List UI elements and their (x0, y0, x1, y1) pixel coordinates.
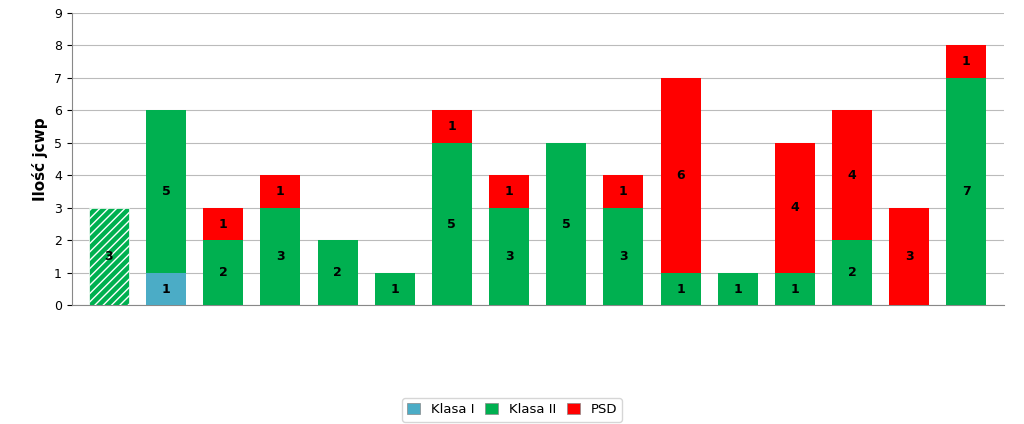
Bar (603, 208, 643, 305)
Text: 1: 1 (962, 55, 971, 68)
Bar (833, 110, 872, 240)
Text: 7: 7 (962, 185, 971, 198)
Text: 2: 2 (219, 266, 227, 279)
Text: 5: 5 (562, 218, 570, 231)
Text: 5: 5 (447, 218, 457, 231)
Legend: Klasa I, Klasa II, PSD: Klasa I, Klasa II, PSD (401, 398, 623, 421)
Text: 1: 1 (219, 218, 227, 231)
Bar (946, 45, 986, 78)
Text: 1: 1 (791, 282, 799, 296)
Text: 1: 1 (390, 282, 399, 296)
Bar (260, 175, 300, 208)
Bar (775, 143, 815, 273)
Text: 1: 1 (276, 185, 285, 198)
Text: 3: 3 (104, 250, 113, 263)
Bar (660, 273, 700, 305)
Text: 3: 3 (905, 250, 913, 263)
Text: 1: 1 (162, 282, 170, 296)
Text: 6: 6 (676, 169, 685, 182)
Bar (432, 110, 472, 143)
Bar (946, 78, 986, 305)
Bar (489, 208, 529, 305)
Text: 4: 4 (791, 201, 799, 214)
Text: 1: 1 (447, 120, 457, 133)
Text: 4: 4 (848, 169, 856, 182)
Text: 1: 1 (505, 185, 513, 198)
Text: 1: 1 (618, 185, 628, 198)
Bar (603, 175, 643, 208)
Bar (317, 240, 357, 305)
Bar (775, 273, 815, 305)
Bar (546, 143, 586, 305)
Text: 1: 1 (676, 282, 685, 296)
Bar (89, 208, 129, 305)
Text: 3: 3 (276, 250, 285, 263)
Bar (375, 273, 415, 305)
Text: 2: 2 (333, 266, 342, 279)
Y-axis label: Ilość jcwp: Ilość jcwp (33, 117, 48, 201)
Text: 3: 3 (505, 250, 513, 263)
Text: 2: 2 (848, 266, 856, 279)
Text: 1: 1 (733, 282, 742, 296)
Bar (833, 240, 872, 305)
Bar (203, 208, 243, 240)
Bar (146, 273, 186, 305)
Bar (203, 240, 243, 305)
Bar (260, 208, 300, 305)
Bar (718, 273, 758, 305)
Bar (889, 208, 929, 305)
Bar (146, 110, 186, 273)
Bar (660, 78, 700, 273)
Text: 3: 3 (620, 250, 628, 263)
Bar (489, 175, 529, 208)
Bar (432, 143, 472, 305)
Text: 5: 5 (162, 185, 170, 198)
